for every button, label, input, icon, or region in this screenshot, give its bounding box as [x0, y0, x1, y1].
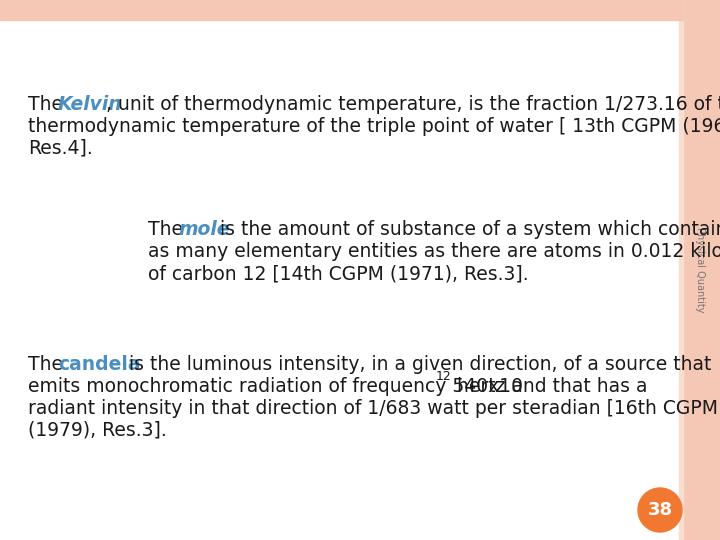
- Text: The: The: [28, 95, 69, 114]
- Text: thermodynamic temperature of the triple point of water [ 13th CGPM (1967),: thermodynamic temperature of the triple …: [28, 117, 720, 136]
- Bar: [0, 0, 683, 20]
- Text: of carbon 12 [14th CGPM (1971), Res.3].: of carbon 12 [14th CGPM (1971), Res.3].: [148, 264, 528, 283]
- Text: Res.4].: Res.4].: [28, 139, 93, 158]
- Text: hertz and that has a: hertz and that has a: [451, 377, 647, 396]
- Text: as many elementary entities as there are atoms in 0.012 kilogram: as many elementary entities as there are…: [148, 242, 720, 261]
- Text: , unit of thermodynamic temperature, is the fraction 1/273.16 of the: , unit of thermodynamic temperature, is …: [106, 95, 720, 114]
- Circle shape: [638, 488, 682, 532]
- Text: emits monochromatic radiation of frequency 540x10: emits monochromatic radiation of frequen…: [28, 377, 523, 396]
- Bar: [683, 0, 720, 540]
- Text: candela: candela: [58, 355, 140, 374]
- Text: mole: mole: [178, 220, 230, 239]
- Text: is the amount of substance of a system which contains: is the amount of substance of a system w…: [214, 220, 720, 239]
- Text: is the luminous intensity, in a given direction, of a source that: is the luminous intensity, in a given di…: [123, 355, 711, 374]
- Text: 12: 12: [436, 370, 451, 383]
- Text: Physical Quantity: Physical Quantity: [695, 227, 705, 313]
- Text: The: The: [148, 220, 189, 239]
- Bar: [679, 0, 683, 540]
- Text: (1979), Res.3].: (1979), Res.3].: [28, 421, 167, 440]
- Text: 38: 38: [647, 501, 672, 519]
- Text: radiant intensity in that direction of 1/683 watt per steradian [16th CGPM: radiant intensity in that direction of 1…: [28, 399, 718, 418]
- Text: The: The: [28, 355, 69, 374]
- Text: Kelvin: Kelvin: [58, 95, 122, 114]
